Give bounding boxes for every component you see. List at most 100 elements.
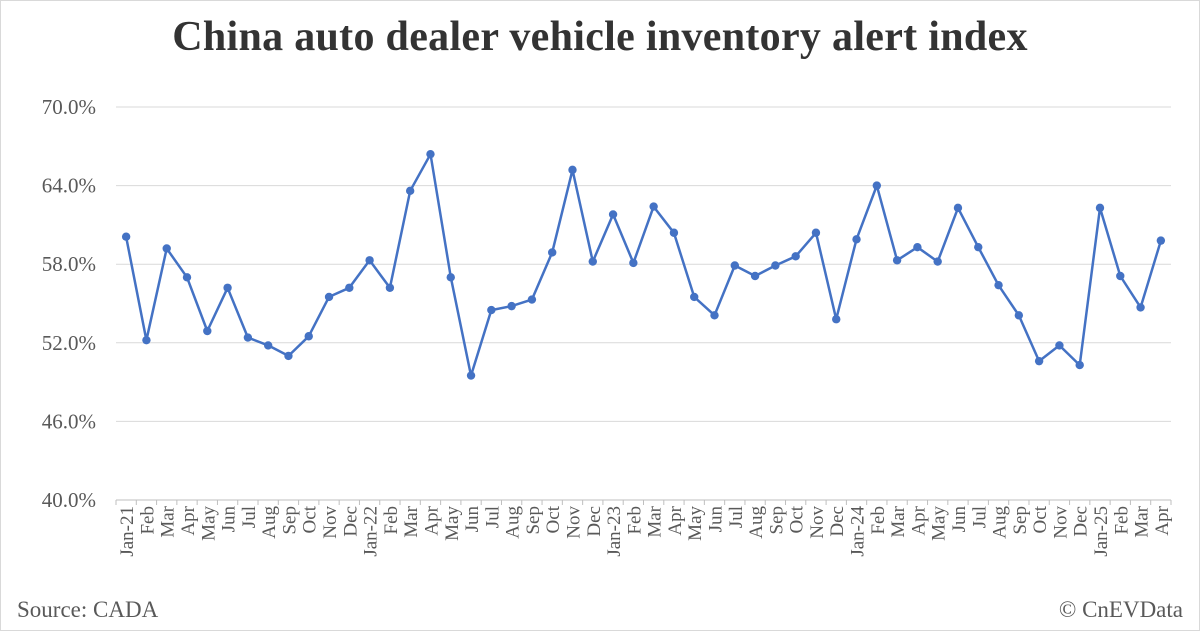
x-tick-label: Jun [219,506,240,533]
data-point [487,305,496,315]
data-point [1136,303,1145,312]
data-point [852,235,861,244]
data-point [365,256,374,265]
x-tick-label: Jan-23 [604,506,625,557]
x-tick-label: Jan-25 [1091,506,1112,557]
data-point [811,228,821,237]
x-tick-label: Mar [888,505,909,537]
data-point [588,257,597,266]
data-point [507,301,516,311]
data-point [527,295,537,304]
x-tick-label: Mar [645,505,666,537]
x-tick-label: Jan-24 [848,506,869,557]
data-point [1095,203,1105,213]
data-point [324,292,334,302]
x-tick-label: Nov [563,506,584,539]
data-point [872,181,882,190]
data-point [1156,236,1166,245]
data-point [142,335,151,345]
x-tick-label: Jun [706,506,727,533]
data-point [345,283,354,292]
x-tick-label: Nov [807,506,828,539]
x-tick-label: Dec [340,506,361,537]
data-point [446,273,455,282]
data-point [953,203,963,213]
x-tick-label: Dec [1071,506,1092,537]
x-tick-label: Jul [969,506,990,528]
x-tick-label: Jul [239,506,260,528]
data-point [669,228,679,237]
x-tick-label: Sep [523,506,544,535]
data-point [649,202,658,211]
credit-note: © CnEVData [1058,597,1183,622]
data-point [284,351,293,361]
x-tick-label: Apr [908,505,929,535]
x-tick-label: Aug [990,506,1011,539]
series-line [124,152,1163,377]
y-tick-label: 52.0% [42,331,96,355]
data-point [385,283,395,292]
x-tick-label: May [442,506,463,541]
data-point [771,261,780,270]
x-tick-label: Apr [178,505,199,535]
x-tick-label: May [685,506,706,541]
x-tick-label: Nov [320,506,341,539]
x-tick-label: Dec [827,506,848,537]
data-point [730,261,739,270]
x-tick-label: Sep [279,506,300,535]
data-point [974,242,983,252]
data-point [182,273,192,282]
x-tick-label: Mar [1132,505,1153,537]
data-point [426,149,435,159]
x-tick-label: Feb [624,506,645,535]
data-point [1075,360,1084,370]
x-tick-label: Apr [665,505,686,535]
x-tick-label: Apr [421,505,442,535]
y-tick-label: 40.0% [42,488,96,512]
x-tick-label: Feb [137,506,158,535]
x-tick-label: Jul [482,506,503,528]
x-tick-label: Jun [949,506,970,533]
data-point [690,292,699,302]
y-tick-label: 46.0% [42,409,96,433]
data-point [608,210,618,219]
x-tick-label: May [929,506,950,541]
x-tick-label: Aug [503,506,524,539]
x-tick-label: Mar [401,505,422,537]
data-point [405,186,415,196]
data-point [203,326,212,336]
x-tick-label: May [198,506,219,541]
data-point [933,257,942,266]
y-tick-label: 58.0% [42,252,96,276]
x-tick-label: Nov [1050,506,1071,539]
chart-title: China auto dealer vehicle inventory aler… [172,14,1028,60]
x-tick-label: Sep [766,506,787,535]
data-point [913,242,922,252]
x-tick-label: Feb [868,506,889,535]
y-tick-label: 64.0% [42,174,96,198]
x-tick-label: Jan-21 [117,506,138,557]
x-tick-label: Jul [726,506,747,528]
x-tick-label: Oct [300,505,321,533]
data-point [1034,356,1044,366]
x-tick-label: Oct [1030,505,1051,533]
data-point [791,252,800,261]
x-tick-label: Feb [381,506,402,535]
x-tick-label: Feb [1111,506,1132,535]
x-tick-label: Jun [462,506,483,533]
data-point [304,332,313,341]
data-point [1055,341,1064,350]
x-tick-label: Aug [259,506,280,539]
data-point [629,258,638,268]
data-point [1116,271,1125,281]
data-point [121,232,131,241]
data-point [162,244,171,253]
x-tick-label: Oct [543,505,564,533]
data-point [568,165,577,175]
x-tick-label: Dec [584,506,605,537]
x-tick-label: Apr [1152,505,1173,535]
data-point [223,283,232,292]
x-tick-label: Aug [746,506,767,539]
